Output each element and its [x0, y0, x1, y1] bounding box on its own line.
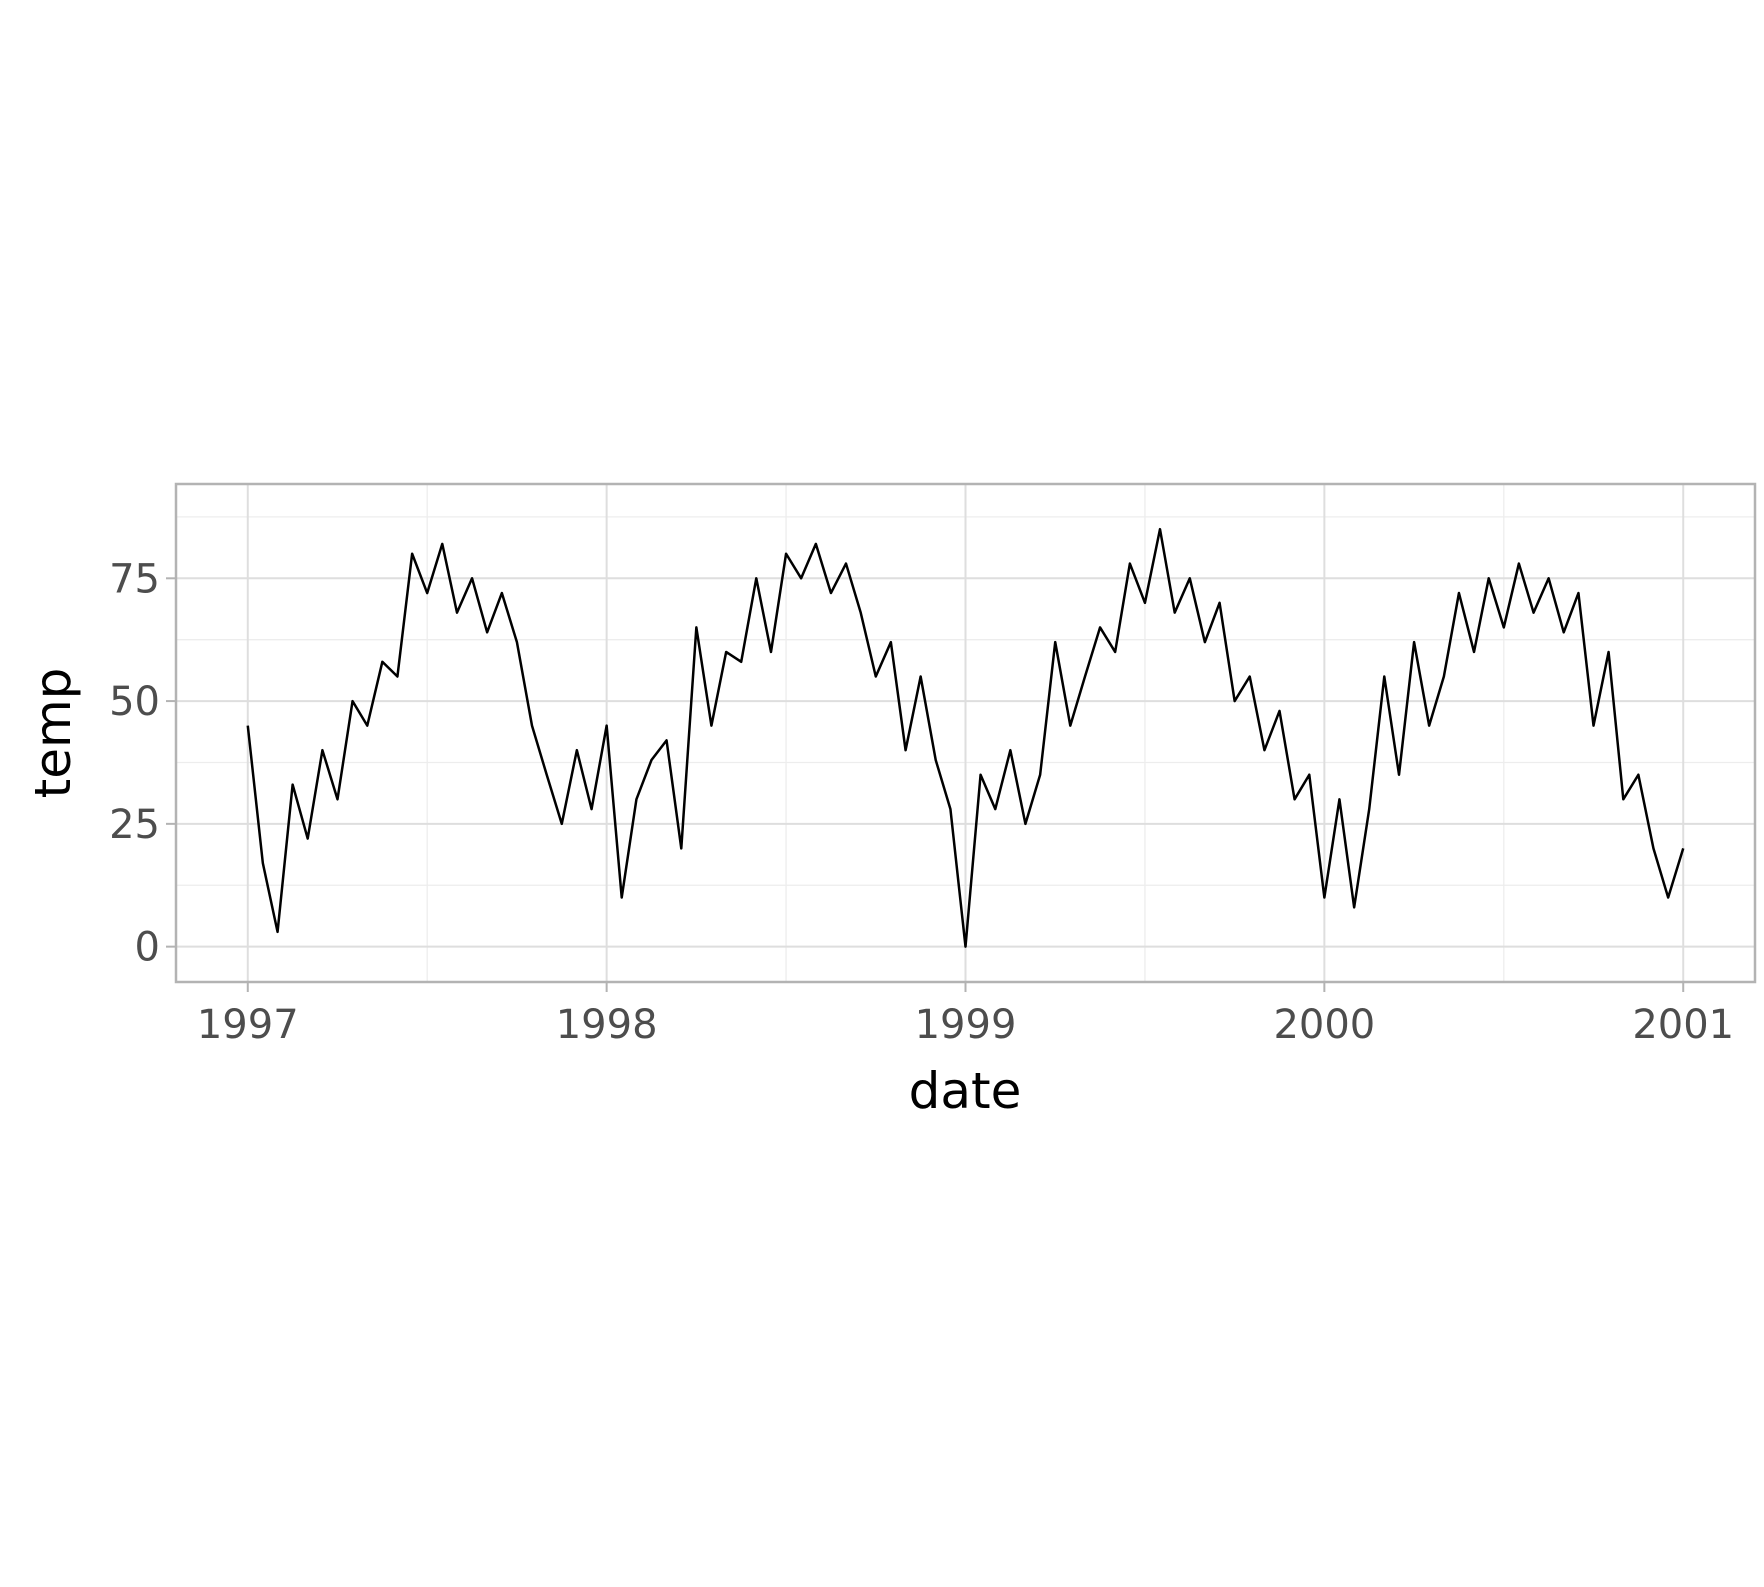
y-axis-title: temp	[24, 668, 82, 799]
x-tick-label: 1997	[197, 1002, 299, 1048]
y-tick-label: 25	[109, 802, 160, 848]
marks	[246, 527, 1685, 948]
y-tick-label: 0	[135, 925, 160, 971]
line-series	[246, 527, 1685, 948]
grid	[176, 484, 1755, 982]
y-tick-label: 75	[109, 556, 160, 602]
x-tick-label: 1998	[556, 1002, 658, 1048]
x-axis-title: date	[909, 1062, 1022, 1120]
x-tick-label: 2001	[1632, 1002, 1734, 1048]
y-tick-label: 50	[109, 679, 160, 725]
x-tick-label: 1999	[915, 1002, 1017, 1048]
x-tick-label: 2000	[1273, 1002, 1375, 1048]
